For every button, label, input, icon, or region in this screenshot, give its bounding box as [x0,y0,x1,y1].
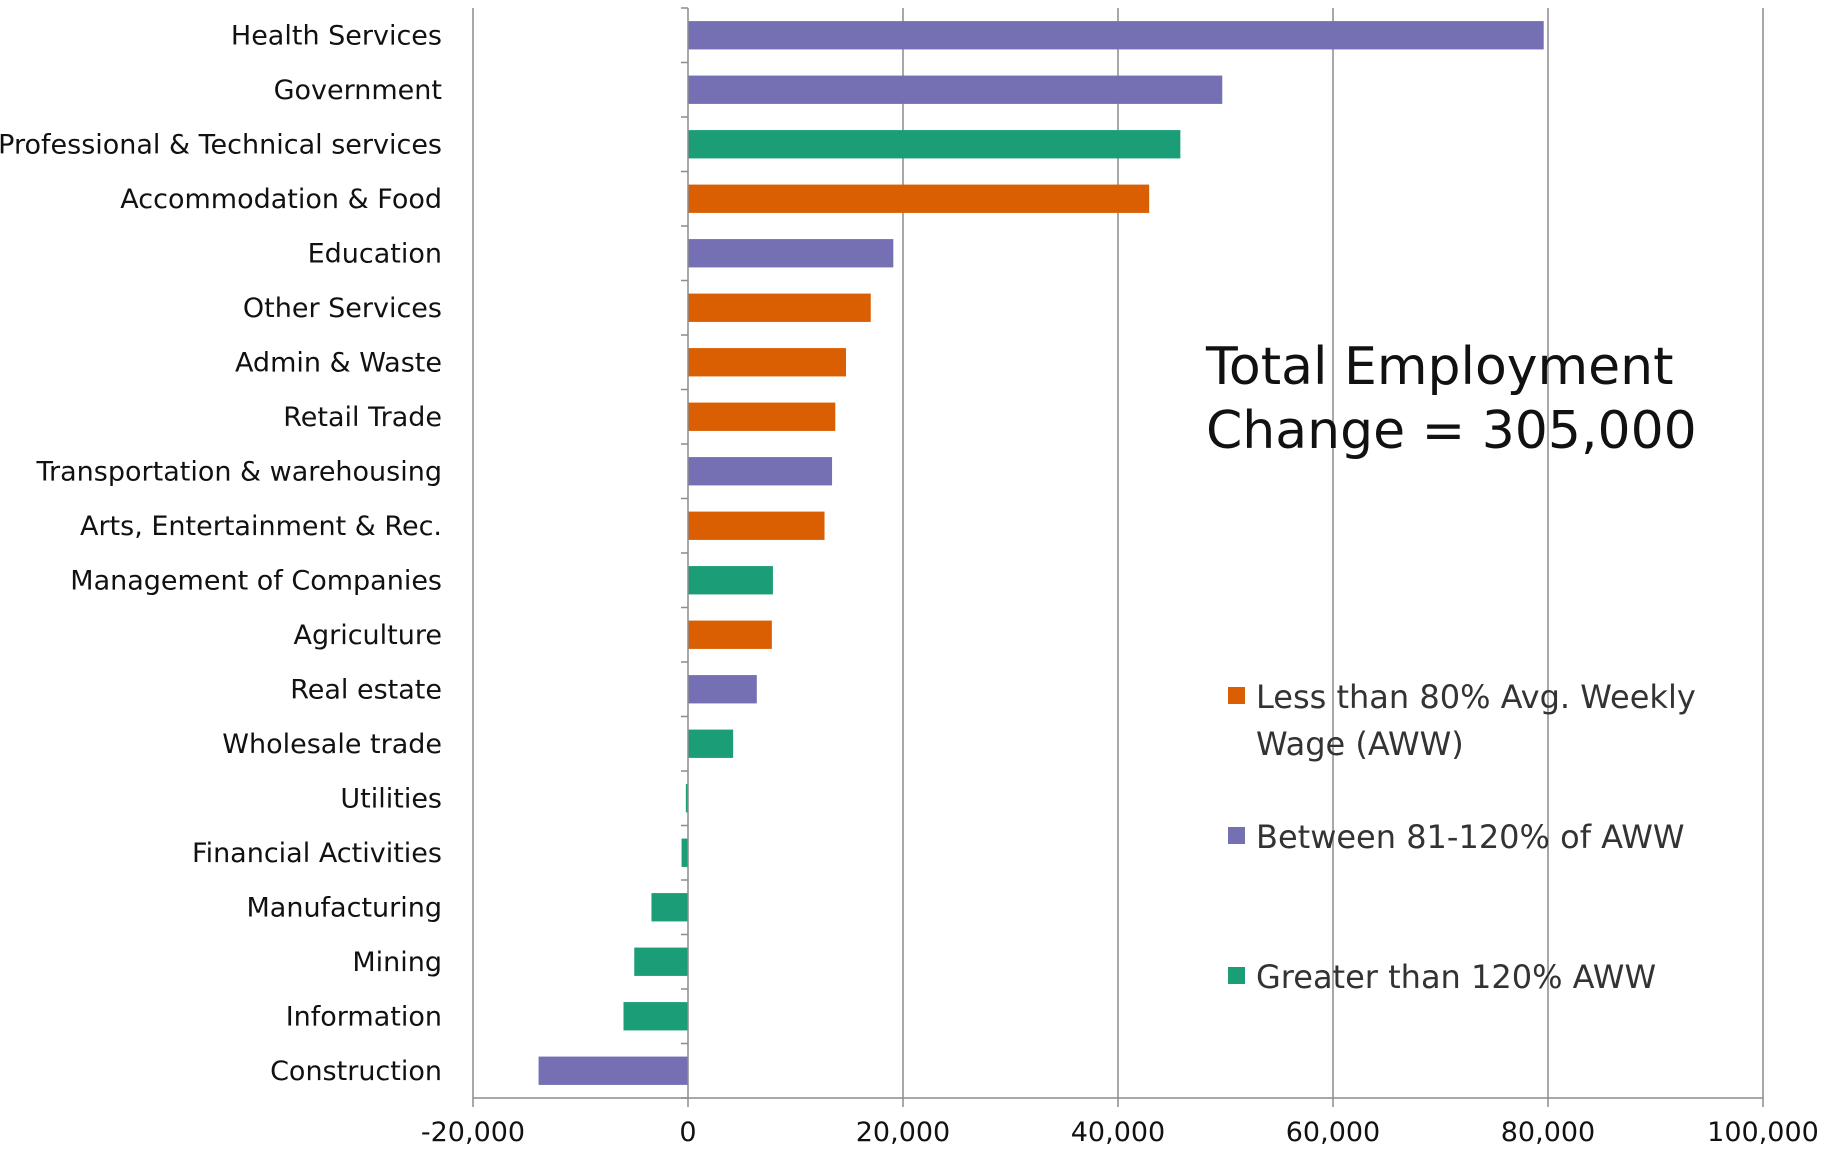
category-label-14: Utilities [340,783,442,814]
bar-19 [538,1056,688,1085]
legend-label-low-line-2: Wage (AWW) [1256,725,1464,763]
bar-13 [688,729,734,758]
bar-1 [688,75,1223,104]
bar-11 [688,620,772,649]
bar-9 [688,511,825,540]
bar-5 [688,293,871,322]
legend-label-low-line-1: Less than 80% Avg. Weekly [1256,678,1696,716]
legend-swatch-high [1228,967,1245,984]
x-tick-label-5: 80,000 [1501,1117,1595,1148]
legend-label-high: Greater than 120% AWW [1256,958,1656,996]
bar-0 [688,21,1544,50]
category-label-3: Accommodation & Food [120,184,442,215]
annotation-line-2: Change = 305,000 [1206,401,1697,461]
category-label-8: Transportation & warehousing [36,456,443,487]
bar-8 [688,457,833,486]
category-label-18: Information [286,1001,442,1032]
total-annotation: Total Employment Change = 305,000 [1205,337,1697,461]
annotation-line-1: Total Employment [1205,337,1674,397]
category-label-16: Manufacturing [246,892,442,923]
x-tick-label-2: 20,000 [856,1117,950,1148]
category-label-9: Arts, Entertainment & Rec. [80,511,442,542]
category-label-7: Retail Trade [283,402,442,433]
x-tick-label-1: 0 [679,1117,696,1148]
category-label-12: Real estate [290,674,442,705]
tick-labels: -20,000 0 20,000 40,000 60,000 80,000 100,000 [421,1117,1819,1148]
x-tick-label-6: 100,000 [1707,1117,1819,1148]
legend-swatch-mid [1228,827,1245,844]
x-tick-label-0: -20,000 [421,1117,525,1148]
category-label-0: Health Services [231,20,442,51]
legend-swatch-low [1228,687,1245,704]
bar-4 [688,239,894,268]
category-label-13: Wholesale trade [222,729,442,760]
bar-2 [688,130,1181,159]
x-tick-label-4: 60,000 [1286,1117,1380,1148]
legend: Less than 80% Avg. Weekly Wage (AWW) Bet… [1228,678,1696,996]
bar-16 [651,893,688,922]
bar-6 [688,348,847,377]
bar-7 [688,402,836,431]
gridlines [902,8,1764,1098]
bar-14 [685,784,688,813]
axes [472,7,1764,1107]
bar-10 [688,566,773,595]
bar-18 [623,1002,688,1031]
category-label-5: Other Services [243,293,442,324]
bar-3 [688,184,1150,213]
legend-label-mid: Between 81-120% of AWW [1256,818,1685,856]
category-label-15: Financial Activities [192,838,442,869]
category-label-6: Admin & Waste [235,347,442,378]
category-labels: Health Services Government Professional & … [0,20,442,1087]
category-label-2: Professional & Technical services [0,129,442,160]
bar-17 [634,947,688,976]
bar-15 [681,838,688,867]
bars [538,21,1544,1085]
category-label-17: Mining [352,947,442,978]
category-label-4: Education [308,238,442,269]
category-label-10: Management of Companies [70,565,442,596]
category-label-1: Government [274,75,442,106]
category-label-11: Agriculture [294,620,443,651]
category-label-19: Construction [270,1056,442,1087]
x-tick-label-3: 40,000 [1071,1117,1165,1148]
bar-12 [688,675,757,704]
